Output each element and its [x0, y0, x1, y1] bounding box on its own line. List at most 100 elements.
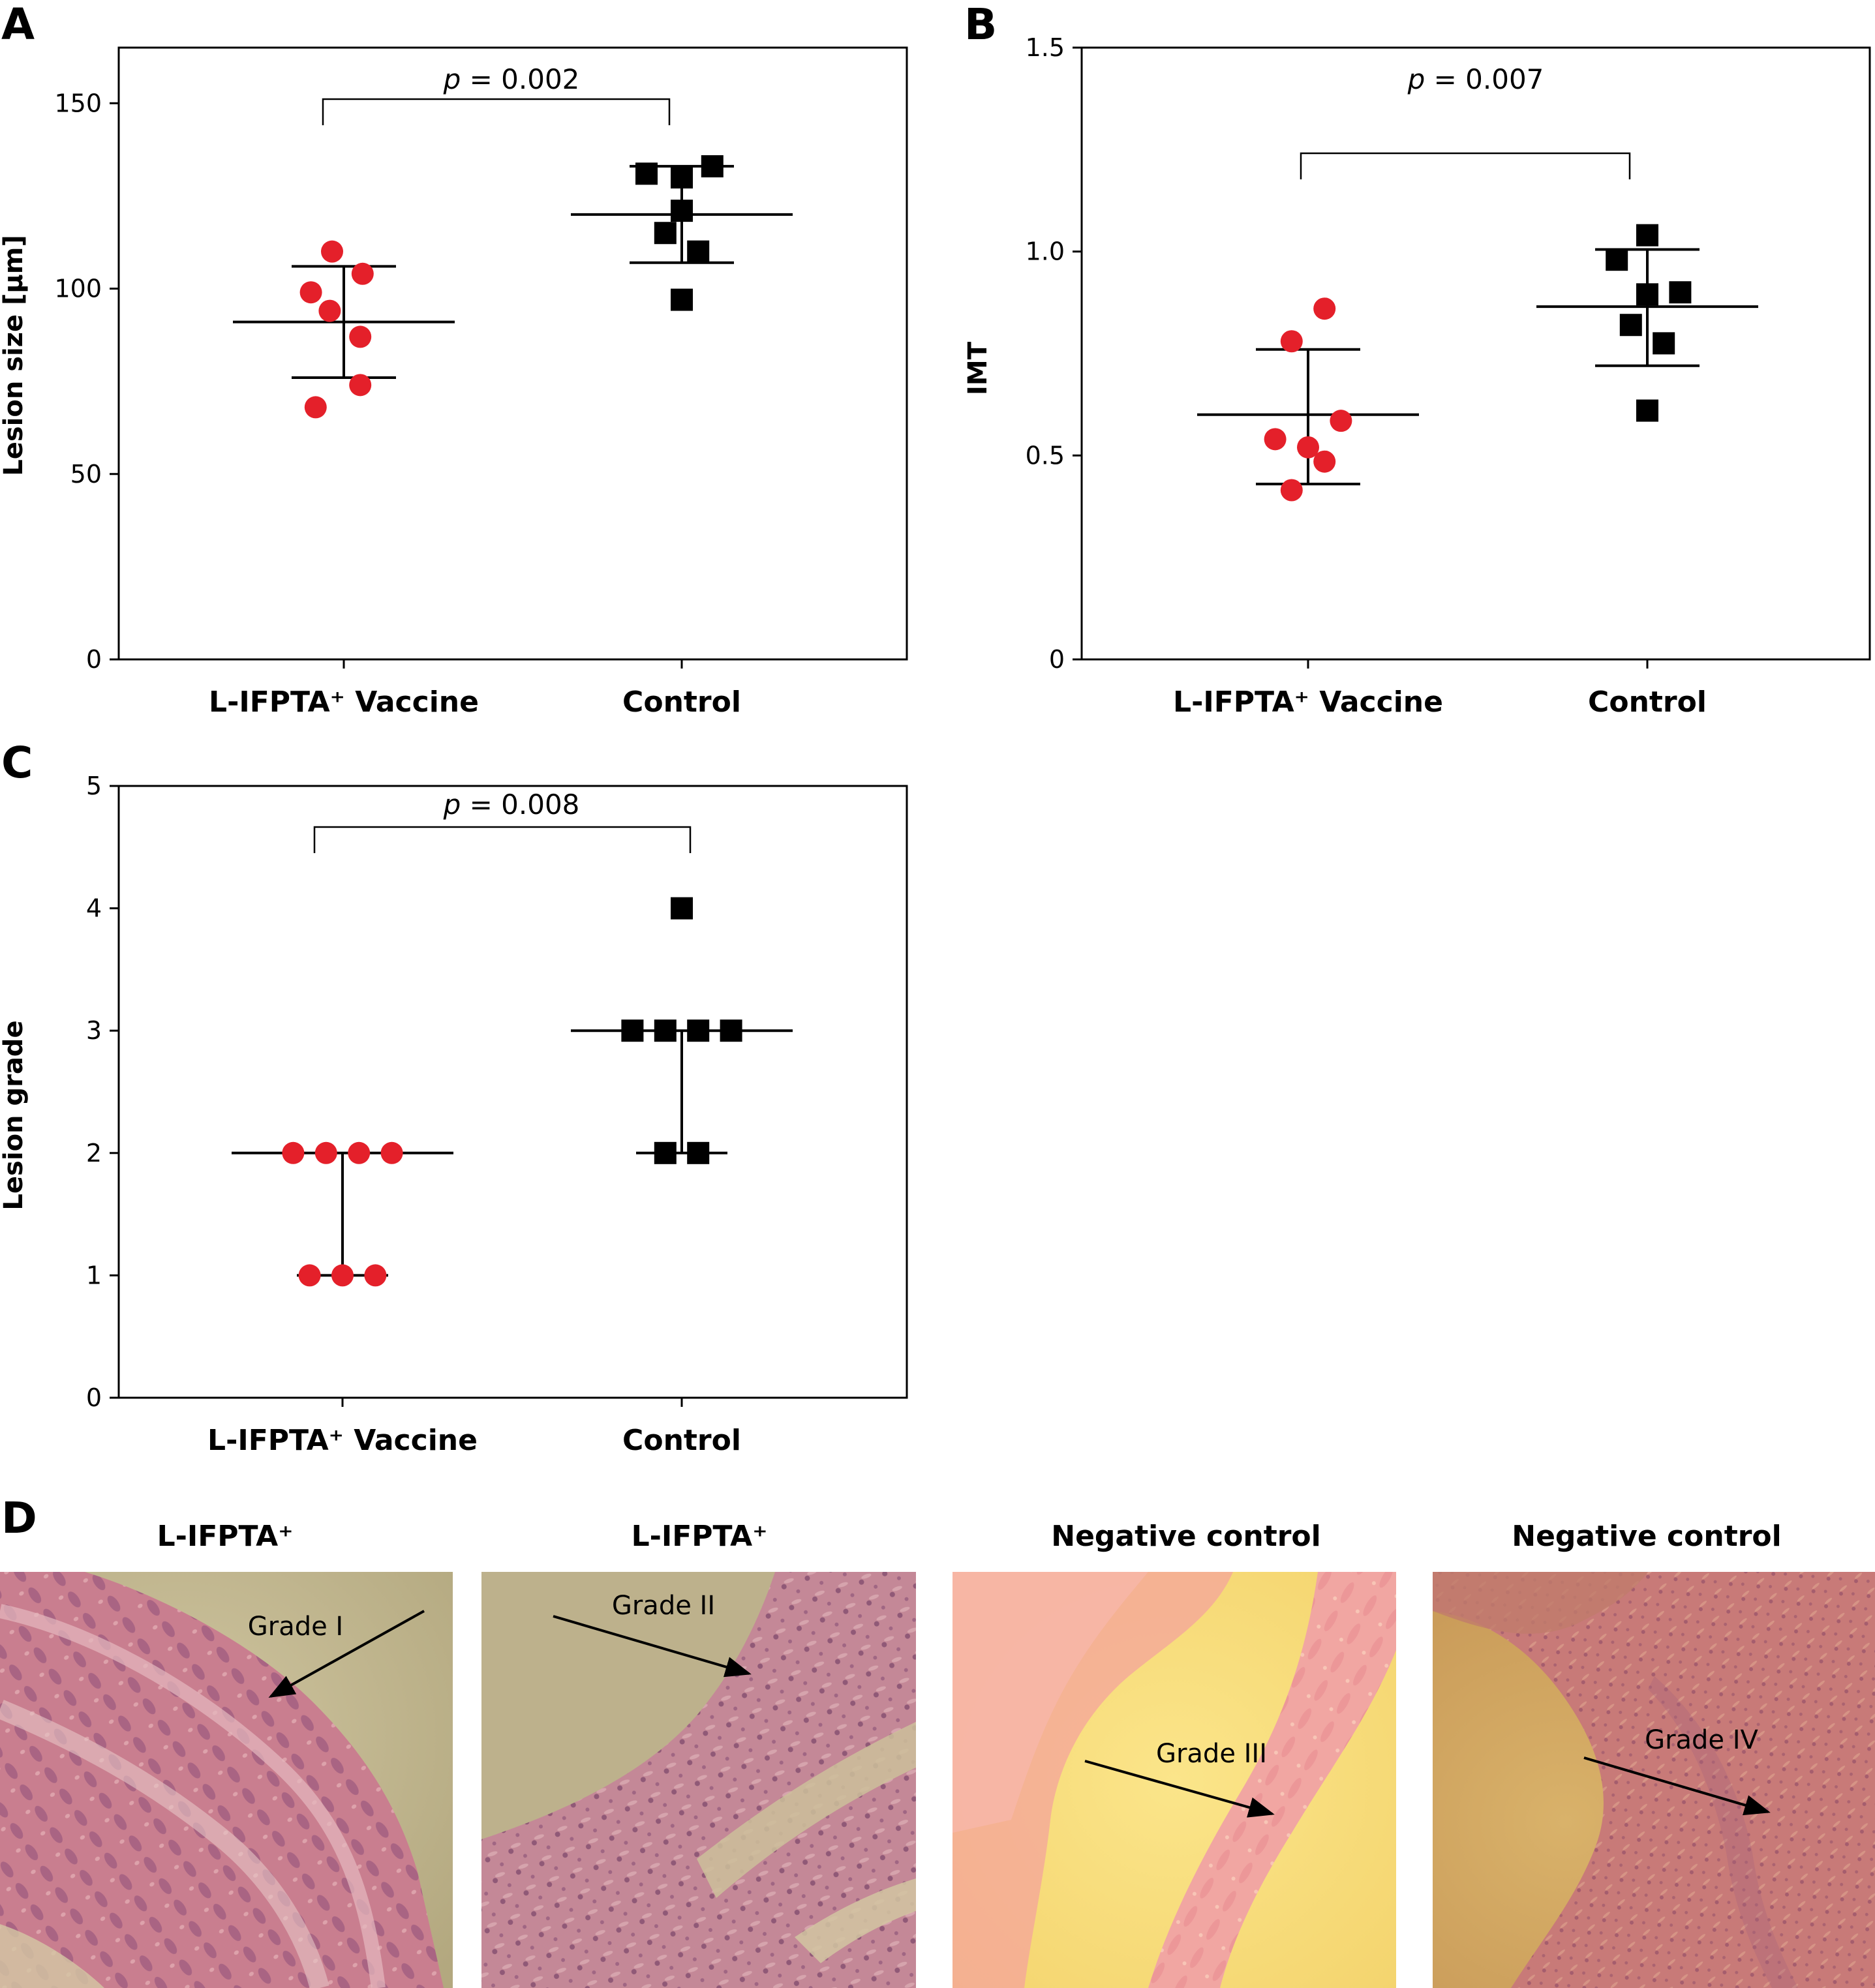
- data-point-vaccine: [282, 1141, 305, 1164]
- data-point-control: [701, 155, 724, 177]
- plot-frame: [1080, 46, 1871, 661]
- bracket-line: [313, 826, 692, 853]
- data-point-vaccine: [1297, 436, 1319, 459]
- y-axis-ticks: 0 0.5 1.0 1.5: [1026, 33, 1082, 674]
- data-point-vaccine: [348, 1141, 371, 1164]
- y-tick-label: 0: [1049, 645, 1065, 674]
- x-category-label: L-IFPTA⁺ Vaccine: [209, 685, 479, 719]
- data-point-vaccine: [1330, 410, 1352, 432]
- data-point-control: [654, 1141, 677, 1164]
- data-point-control: [671, 200, 693, 222]
- data-point-vaccine: [304, 396, 327, 419]
- y-tick-label: 100: [54, 275, 102, 303]
- y-tick-label: 1.0: [1026, 237, 1065, 266]
- panel-a: A 0 50 100 150 L-IFPTA⁺ Vaccine Control Lesi…: [0, 0, 908, 719]
- panel-d: D L-IFPTA⁺ L-IFPTA⁺ Negative control Neg…: [0, 1493, 1875, 1988]
- y-tick-label: 5: [86, 772, 102, 800]
- arrow-1: [268, 1610, 425, 1698]
- data-point-control: [654, 1019, 677, 1042]
- data-point-vaccine: [299, 281, 322, 304]
- data-point-control: [687, 1019, 710, 1042]
- data-point-control: [687, 1141, 710, 1164]
- data-point-control: [720, 1019, 742, 1042]
- data-point-control: [1636, 283, 1658, 306]
- y-tick-label: 4: [86, 894, 102, 923]
- data-point-vaccine: [321, 240, 343, 263]
- panel-letter-d: D: [1, 1493, 37, 1543]
- micrograph-3: Grade III: [953, 1572, 1396, 1988]
- data-point-control: [1636, 399, 1658, 422]
- micro-title-2: L-IFPTA⁺: [632, 1520, 768, 1553]
- y-tick-label: 0: [86, 645, 102, 674]
- arrow-4: [1583, 1756, 1771, 1816]
- data-point-control: [687, 240, 710, 263]
- error-bars: [233, 164, 793, 379]
- data-point-vaccine: [318, 299, 341, 322]
- data-point-control: [621, 1019, 644, 1042]
- x-category-label: Control: [622, 685, 741, 719]
- panel-b: B 0 0.5 1.0 1.5 L-IFPTA⁺ Vaccine Control IMT…: [963, 0, 1871, 719]
- data-point-control: [1653, 332, 1675, 355]
- data-point-vaccine: [298, 1264, 321, 1287]
- data-point-control: [671, 166, 693, 188]
- y-tick-label: 50: [70, 460, 102, 489]
- data-point-vaccine: [331, 1264, 354, 1287]
- data-point-vaccine: [349, 374, 372, 397]
- data-point-vaccine: [1280, 479, 1303, 502]
- micrograph-1: Grade I: [0, 1572, 453, 1988]
- micro-title-3: Negative control: [1051, 1520, 1321, 1553]
- x-category-label: L-IFPTA⁺ Vaccine: [1173, 685, 1443, 719]
- data-point-vaccine: [314, 1141, 337, 1164]
- p-value-bracket: p = 0.007: [1300, 63, 1631, 179]
- p-value-label: p = 0.002: [443, 63, 580, 95]
- x-category-label: Control: [1588, 685, 1707, 719]
- grade-label-4: Grade IV: [1645, 1725, 1758, 1755]
- plot-frame: [117, 46, 908, 661]
- data-point-control: [671, 288, 693, 311]
- data-point-vaccine: [1313, 450, 1336, 473]
- data-point-control: [671, 897, 693, 920]
- x-category-label: Control: [622, 1424, 741, 1457]
- x-axis-ticks: L-IFPTA⁺ Vaccine Control: [1173, 659, 1707, 719]
- p-value-bracket: p = 0.008: [313, 789, 692, 853]
- p-value-label: p = 0.007: [1407, 63, 1544, 95]
- data-point-vaccine: [1313, 297, 1336, 320]
- grade-label-1: Grade I: [248, 1612, 343, 1642]
- data-point-vaccine: [1280, 330, 1303, 353]
- panel-letter-a: A: [1, 0, 35, 50]
- y-axis-title: IMT: [963, 341, 993, 395]
- x-category-label: L-IFPTA⁺ Vaccine: [207, 1424, 478, 1457]
- data-point-control: [1619, 314, 1642, 337]
- y-tick-label: 3: [86, 1016, 102, 1045]
- data-points: [1264, 224, 1692, 502]
- data-point-control: [654, 222, 677, 245]
- p-value-bracket: p = 0.002: [322, 63, 671, 125]
- y-axis-ticks: 0 1 2 3 4 5: [86, 772, 119, 1412]
- x-axis-ticks: L-IFPTA⁺ Vaccine Control: [209, 659, 741, 719]
- data-point-vaccine: [380, 1141, 403, 1164]
- data-point-control: [1636, 224, 1658, 247]
- plot-frame: [117, 785, 908, 1399]
- micro-title-4: Negative control: [1512, 1520, 1782, 1553]
- y-tick-label: 150: [54, 89, 102, 117]
- data-point-control: [1606, 248, 1628, 271]
- y-tick-label: 1.5: [1026, 33, 1065, 62]
- panel-c: C 0 1 2 3 4 5 L-IFPTA⁺ Vaccine Control Lesion …: [0, 738, 908, 1457]
- arrow-2: [553, 1615, 752, 1678]
- p-value-label: p = 0.008: [443, 789, 580, 821]
- x-axis-ticks: L-IFPTA⁺ Vaccine Control: [207, 1398, 741, 1457]
- micrograph-2: Grade II: [481, 1572, 916, 1988]
- y-tick-label: 2: [86, 1139, 102, 1167]
- bracket-line: [1300, 152, 1631, 179]
- data-point-vaccine: [351, 262, 374, 285]
- y-axis-ticks: 0 50 100 150: [54, 89, 119, 674]
- data-points: [299, 155, 724, 419]
- data-point-vaccine: [1264, 428, 1287, 451]
- data-point-control: [635, 162, 658, 185]
- panel-letter-c: C: [1, 738, 33, 788]
- y-tick-label: 0.5: [1026, 441, 1065, 470]
- data-point-control: [1669, 281, 1692, 304]
- data-points: [282, 897, 742, 1287]
- data-point-vaccine: [364, 1264, 387, 1287]
